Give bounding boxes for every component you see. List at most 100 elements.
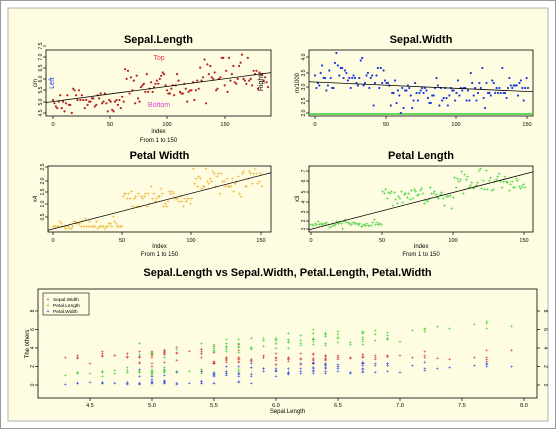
combined-point-0-49: + (150, 353, 153, 359)
data-point-0-10 (66, 94, 69, 97)
combined-point-1-26: + (150, 368, 153, 374)
data-point-1-11 (329, 76, 332, 80)
combined-point-0-149: + (262, 355, 265, 361)
combined-point-2-89: + (212, 371, 215, 377)
combined-point-2-145: + (361, 362, 364, 368)
data-point-3-41: + (368, 224, 372, 230)
combined-point-1-5: + (200, 367, 203, 373)
y-tick-label-2-3: 2.0 (40, 177, 46, 184)
data-point-3-71: + (411, 197, 415, 203)
data-point-3-20: + (338, 220, 342, 226)
combined-point-1-15: + (237, 369, 240, 375)
y-tick-label-1-2: 3.0 (301, 83, 307, 90)
chart-title-3: Petal Length (388, 150, 454, 162)
x-tick-label-4-0: 4.5 (86, 403, 94, 409)
data-point-3-34: + (358, 222, 362, 228)
data-point-3-50: + (381, 189, 385, 195)
data-point-0-62 (141, 84, 144, 87)
data-point-2-31: + (95, 220, 99, 226)
combined-point-0-69: + (225, 360, 228, 366)
data-point-1-74 (419, 89, 422, 92)
combined-point-1-11: + (126, 368, 129, 374)
data-point-1-39 (369, 76, 372, 80)
combined-point-0-56: + (312, 353, 315, 359)
combined-point-1-91: + (287, 340, 290, 346)
x-tick-label-1-1: 50 (383, 122, 389, 128)
data-point-0-34 (101, 102, 104, 105)
combined-point-0-133: + (312, 357, 315, 363)
combined-point-1-83: + (274, 336, 277, 342)
combined-point-0-137: + (324, 354, 327, 360)
data-point-1-87 (438, 104, 441, 107)
combined-point-0-48: + (188, 349, 191, 355)
combined-point-2-130: + (448, 365, 451, 371)
combined-point-1-133: + (312, 336, 315, 342)
data-point-2-11: + (67, 225, 71, 231)
data-point-0-56 (132, 79, 135, 82)
data-point-3-5: + (316, 220, 320, 226)
combined-point-0-80: + (212, 361, 215, 367)
combined-point-2-38: + (76, 381, 79, 387)
combined-point-0-121: + (225, 357, 228, 363)
data-point-3-105: + (460, 170, 464, 176)
data-point-0-139 (252, 69, 255, 72)
data-point-2-72: + (152, 192, 156, 198)
combined-point-2-92: + (250, 372, 253, 378)
data-point-3-72: + (413, 187, 417, 193)
legend-marker-1: + (46, 303, 49, 309)
combined-point-1-1: + (138, 370, 141, 376)
data-point-0-93 (186, 100, 189, 103)
data-point-2-75: + (156, 195, 160, 201)
data-point-0-108 (207, 73, 210, 76)
data-point-2-102: + (194, 177, 198, 183)
y-tick-label-3-2: 3 (301, 210, 307, 213)
data-point-3-140: + (510, 180, 514, 186)
data-point-2-16: + (74, 220, 78, 226)
combined-point-0-61: + (262, 355, 265, 361)
data-point-3-68: + (407, 191, 411, 197)
data-point-0-132 (242, 77, 245, 80)
data-point-1-1 (315, 86, 318, 90)
data-point-3-31: + (354, 222, 358, 228)
combined-point-0-94: + (225, 358, 228, 364)
data-point-1-59 (398, 94, 401, 97)
combined-point-0-134: + (287, 359, 290, 365)
data-point-0-121 (226, 90, 229, 93)
data-point-0-18 (77, 89, 81, 92)
y-tick-label-3-0: 1 (301, 227, 307, 230)
combined-point-0-128: + (324, 357, 327, 363)
data-point-3-19: + (337, 222, 341, 228)
combined-point-0-21: + (163, 349, 166, 355)
data-point-0-3 (56, 107, 59, 110)
data-point-0-136 (248, 79, 251, 82)
data-point-3-69: + (408, 198, 412, 204)
legend-label-1: Petal.Length (53, 303, 80, 309)
data-point-3-126: + (490, 188, 494, 194)
data-point-2-117: + (215, 175, 219, 181)
data-point-0-149 (266, 86, 270, 89)
data-point-1-127 (495, 86, 498, 90)
combined-point-0-62: + (274, 363, 277, 369)
data-point-0-6 (60, 107, 63, 110)
data-point-3-146: + (519, 186, 523, 192)
data-point-0-8 (63, 110, 66, 113)
combined-point-0-84: + (200, 355, 203, 361)
combined-point-1-132: + (324, 331, 327, 337)
combined-point-1-71: + (287, 346, 290, 352)
data-point-0-81 (168, 92, 171, 95)
combined-point-2-48: + (188, 381, 191, 387)
x-tick-label-4-6: 7.5 (458, 403, 466, 409)
combined-point-0-112: + (374, 355, 377, 361)
combined-point-2-27: + (175, 381, 178, 387)
combined-point-0-78: + (274, 356, 277, 362)
y-tick-label-1-4: 4.0 (301, 53, 307, 60)
data-point-2-122: + (222, 180, 226, 186)
data-point-2-103: + (196, 185, 200, 191)
combined-point-0-15: + (237, 342, 240, 348)
combined-point-0-81: + (212, 361, 215, 367)
combined-point-2-128: + (324, 364, 327, 370)
data-point-1-26 (351, 76, 354, 80)
combined-point-2-96: + (237, 371, 240, 377)
combined-point-1-126: + (299, 339, 302, 345)
x-tick-label-1-3: 150 (522, 122, 531, 128)
